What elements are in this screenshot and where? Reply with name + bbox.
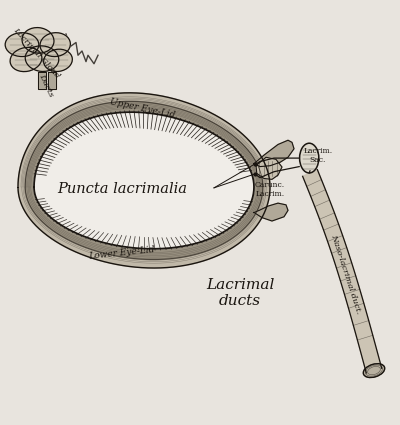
Ellipse shape: [300, 143, 319, 173]
Text: Carunc.
Lacrim.: Carunc. Lacrim.: [255, 181, 285, 198]
Text: Lacrimal
ducts: Lacrimal ducts: [206, 278, 274, 309]
Ellipse shape: [25, 46, 59, 71]
Polygon shape: [34, 112, 254, 249]
Polygon shape: [256, 157, 282, 179]
Polygon shape: [38, 72, 46, 89]
Ellipse shape: [5, 33, 39, 57]
Text: Puncta lacrimalia: Puncta lacrimalia: [57, 182, 187, 196]
Ellipse shape: [10, 48, 42, 71]
Polygon shape: [25, 102, 263, 260]
Ellipse shape: [363, 364, 385, 377]
Polygon shape: [18, 93, 270, 268]
Text: Lower Eye-Lid: Lower Eye-Lid: [88, 245, 156, 261]
Text: Lacrim.
Sac.: Lacrim. Sac.: [304, 147, 332, 164]
Polygon shape: [48, 72, 56, 89]
Polygon shape: [254, 203, 288, 221]
Ellipse shape: [40, 33, 70, 57]
Text: Ducts: Ducts: [37, 72, 55, 98]
Ellipse shape: [44, 49, 72, 71]
Text: Upper Eye-Lid: Upper Eye-Lid: [109, 97, 175, 120]
Text: Lacrimal Gland: Lacrimal Gland: [11, 26, 61, 80]
Ellipse shape: [22, 28, 54, 53]
Polygon shape: [303, 170, 382, 373]
Polygon shape: [254, 140, 294, 167]
Text: Naso-lacrimal duct.: Naso-lacrimal duct.: [329, 233, 363, 315]
